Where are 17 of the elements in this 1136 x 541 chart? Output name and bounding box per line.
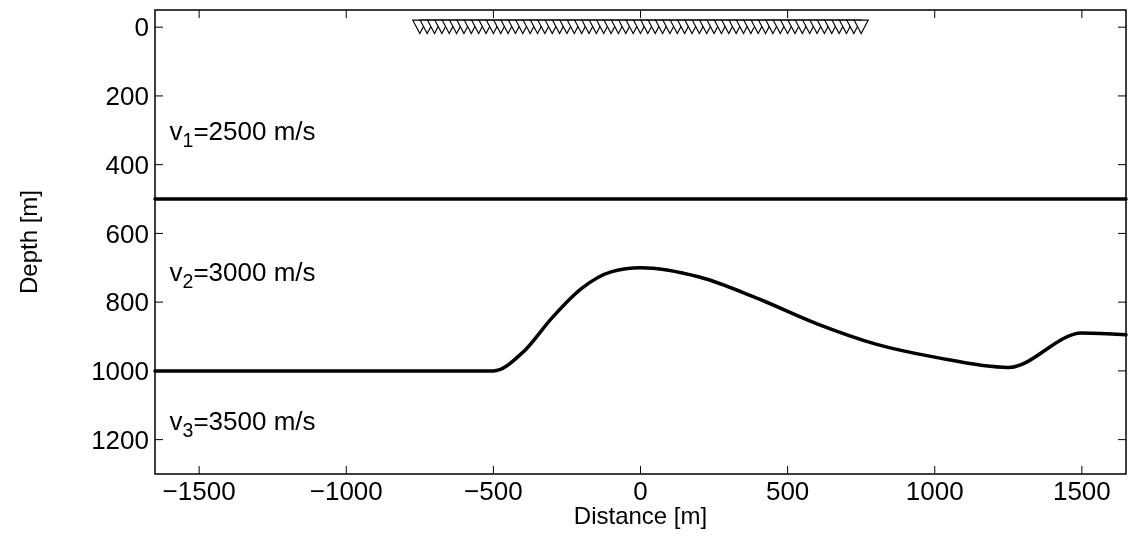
x-tick-label: −1000 [309,476,383,506]
x-tick-label: −1500 [162,476,236,506]
x-tick-label: 1500 [1052,476,1111,506]
y-tick-label: 1000 [91,355,149,386]
y-tick-label: 600 [105,218,149,249]
y-tick-label: 1200 [91,424,149,455]
x-tick-label: 500 [765,476,810,506]
annotation: v$_{2}$=3000 m/s [169,257,316,293]
x-tick-label: 1000 [905,476,964,506]
x-tick-label: −500 [464,476,523,506]
y-tick-label: 0 [134,12,149,43]
y-axis-title: Depth [m] [15,189,42,295]
y-tick-label: 800 [105,287,149,318]
y-tick-label: 400 [105,149,149,180]
y-tick-label: 200 [105,81,149,112]
annotation: v$_{1}$=2500 m/s [169,115,316,151]
annotation: v$_{3}$=3500 m/s [169,405,316,441]
